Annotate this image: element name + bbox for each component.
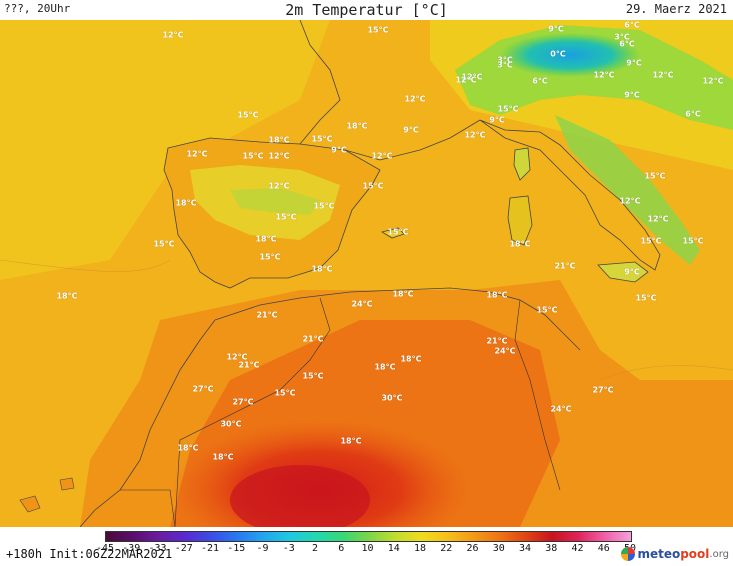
colorbar-tick-label: 26 [466,543,479,554]
iberia-mountains [230,188,320,215]
colorbar-tick-label: 6 [338,543,345,554]
colorbar-tick-label: 38 [545,543,558,554]
corsica [513,147,531,181]
alps-cold-core [500,33,640,77]
forecast-date: 29. Maerz 2021 [625,2,727,16]
colorbar-tick-label: 42 [571,543,584,554]
isotherm [599,365,733,381]
map-canvas [0,20,733,527]
colorbar-tick-label: -21 [200,543,220,554]
morocco-algeria-border [174,297,331,527]
map-title: 2m Temperatur [°C] [285,1,448,19]
colorbar-tick-label: -9 [256,543,269,554]
colorbar-tick-label: -45 [95,543,115,554]
sicily [597,261,649,283]
italy-cool-field [555,115,700,265]
colorbar [105,531,632,542]
colorbar-tick-label: 14 [387,543,400,554]
forecast-time-label: ???, 20Uhr [4,2,71,15]
colorbar-tick-label: 34 [518,543,532,554]
colorbar-tick-label: -3 [282,543,295,554]
logo-globe-icon [621,547,636,561]
western-sahara-border [120,489,176,527]
algeria-tunisia-libya-border [514,299,561,491]
morocco-atlantic-coast [79,319,216,527]
canary-islands [19,477,75,513]
meteopool-logo[interactable]: meteo pool .org [621,545,729,563]
gulf-of-lion-coast [344,119,481,161]
sahara-hotspot [230,465,370,527]
sardinia [507,195,533,246]
logo-text-pool: pool [680,547,710,561]
colorbar-tick-label: 18 [413,543,427,554]
colorbar-tick-label: 2 [311,543,319,554]
balearic-islands [380,227,405,239]
colorbar-tick-label: 46 [597,543,610,554]
north-africa-coast [214,287,581,351]
italy-coast [479,119,661,271]
temperature-map: 12°C 15°C 9°C 6°C 0°C 3°C 6°C 9°C 3°C 3°C 6°C 12°C 1… [0,20,733,527]
logo-text-org: .org [709,548,729,560]
header-bar: ???, 20Uhr 2m Temperatur [°C] 29. Maerz … [0,0,733,20]
colorbar-tick-label: -27 [174,543,193,554]
colorbar-ticks: -45 -39 -33 -27 -21 -15 -9 -3 2 6 10 14 18 22 26 30 34 38… [96,543,636,557]
init-time-label: +180h Init:06Z22MAR2021 [6,547,173,561]
footer-bar: -45 -39 -33 -27 -21 -15 -9 -3 2 6 10 14 18 22 26 30 34 38… [0,527,733,566]
colorbar-tick-label: 22 [440,543,453,554]
colorbar-tick-label: 30 [492,543,505,554]
isotherm [0,259,171,272]
colorbar-tick-label: -39 [122,543,141,554]
atlantic-cool-field [0,20,330,280]
logo-text-meteo: meteo [637,547,681,561]
colorbar-tick-label: -33 [148,543,167,554]
colorbar-tick-label: -15 [227,543,246,554]
colorbar-tick-label: 10 [361,543,374,554]
france-coast [299,20,341,145]
